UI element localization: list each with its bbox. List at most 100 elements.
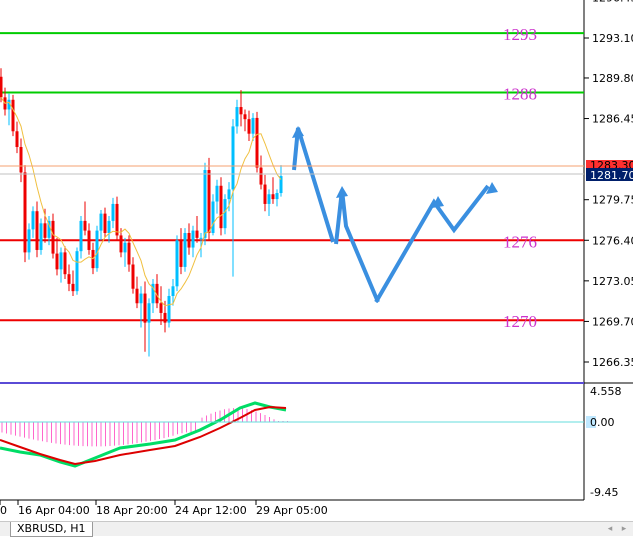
candle-body <box>191 230 195 248</box>
candle-body <box>211 201 215 234</box>
candle-body <box>227 189 231 200</box>
candle-body <box>19 147 23 173</box>
level-label: 1270 <box>503 312 537 331</box>
candle-body <box>55 253 59 270</box>
moving-average-line <box>0 97 282 307</box>
candle-body <box>239 107 243 115</box>
level-label: 1288 <box>503 85 537 104</box>
candle-body <box>251 117 255 134</box>
forecast-path <box>374 184 490 304</box>
price-tick-label: 1293.10 <box>592 32 633 45</box>
candle-body <box>119 235 123 253</box>
candle-body <box>123 242 127 253</box>
candle-body <box>255 117 259 168</box>
time-tick-label: 0 <box>0 504 7 517</box>
candle-body <box>131 264 135 289</box>
forecast-path <box>292 127 335 243</box>
price-tick-label: 1296.45 <box>592 0 633 4</box>
arrowhead-icon <box>486 182 498 194</box>
candle-body <box>223 199 227 229</box>
level-label: 1276 <box>503 232 537 251</box>
candle-body <box>95 230 99 269</box>
time-tick-label: 16 Apr 04:00 <box>18 504 90 517</box>
candle-body <box>183 233 187 267</box>
scroll-right-icon[interactable]: ▸ <box>621 524 627 534</box>
candle-body <box>279 176 283 194</box>
candle-body <box>79 220 83 252</box>
candle-body <box>147 303 151 323</box>
scroll-left-icon[interactable]: ◂ <box>607 524 613 534</box>
time-tick-label: 18 Apr 20:00 <box>96 504 168 517</box>
candle-body <box>231 126 235 190</box>
candle-body <box>143 293 147 323</box>
level-label: 1293 <box>503 25 537 44</box>
arrowhead-icon <box>432 196 444 208</box>
candle-body <box>107 220 111 234</box>
forecast-arrows <box>292 126 498 304</box>
current-price-box <box>586 168 633 181</box>
price-tick-label: 1269.70 <box>592 315 633 328</box>
candle-body <box>67 274 71 284</box>
candle-body <box>39 223 43 250</box>
candle-body <box>159 303 163 313</box>
bid-price-box <box>586 160 633 170</box>
time-tick-label: 29 Apr 05:00 <box>256 504 328 517</box>
candle-body <box>207 170 211 234</box>
candle-body <box>247 119 251 134</box>
indicator-min-label: -9.45 <box>590 486 618 499</box>
candle-body <box>7 99 11 110</box>
candle-body <box>59 252 63 270</box>
candle-body <box>215 185 219 202</box>
candle-body <box>195 230 199 238</box>
candlesticks <box>0 68 283 357</box>
candle-body <box>199 237 203 239</box>
price-tick-label: 1279.75 <box>592 194 633 207</box>
candle-body <box>167 295 171 323</box>
candle-body <box>151 283 155 304</box>
current-price-label: 1281.70 <box>590 169 633 182</box>
fast-line <box>0 401 287 468</box>
candle-body <box>171 286 175 296</box>
candle-body <box>235 107 239 127</box>
indicator-window <box>0 401 288 468</box>
candle-body <box>27 229 31 253</box>
support-resistance-levels: 1293 1288 1276 1270 <box>0 25 584 331</box>
candle-body <box>267 194 271 204</box>
candle-body <box>187 233 191 248</box>
candle-body <box>0 76 3 98</box>
forecast-path <box>334 189 380 303</box>
candle-body <box>87 230 91 250</box>
zero-level-marker <box>586 416 596 428</box>
candle-body <box>163 312 167 323</box>
candle-body <box>115 203 119 236</box>
candle-body <box>23 172 27 253</box>
candle-body <box>51 220 55 254</box>
candle-body <box>259 167 263 185</box>
candle-body <box>35 211 39 250</box>
candle-body <box>63 252 67 275</box>
candle-body <box>243 114 247 120</box>
arrowhead-icon <box>336 186 348 198</box>
price-tick-label: 1266.35 <box>592 356 633 369</box>
time-axis: 0 16 Apr 04:00 18 Apr 20:00 24 Apr 12:00 29 … <box>0 500 328 517</box>
candle-body <box>31 211 35 230</box>
candle-body <box>99 213 103 231</box>
candle-body <box>271 194 275 200</box>
price-axis: 1296.45 1293.10 1289.80 1286.45 1279.75 1276.… <box>584 0 633 369</box>
time-tick-label: 24 Apr 12:00 <box>175 504 247 517</box>
price-tick-label: 1289.80 <box>592 72 633 85</box>
candle-body <box>219 185 223 229</box>
candle-body <box>71 283 75 292</box>
candle-body <box>127 242 131 265</box>
candle-body <box>263 184 267 204</box>
price-tick-label: 1286.45 <box>592 113 633 126</box>
candle-body <box>203 170 207 238</box>
candle-body <box>47 220 51 238</box>
candle-body <box>275 193 279 200</box>
slow-line <box>0 405 287 466</box>
candle-body <box>43 223 47 238</box>
candle-body <box>175 240 179 287</box>
candle-body <box>155 283 159 304</box>
candle-body <box>15 131 19 148</box>
